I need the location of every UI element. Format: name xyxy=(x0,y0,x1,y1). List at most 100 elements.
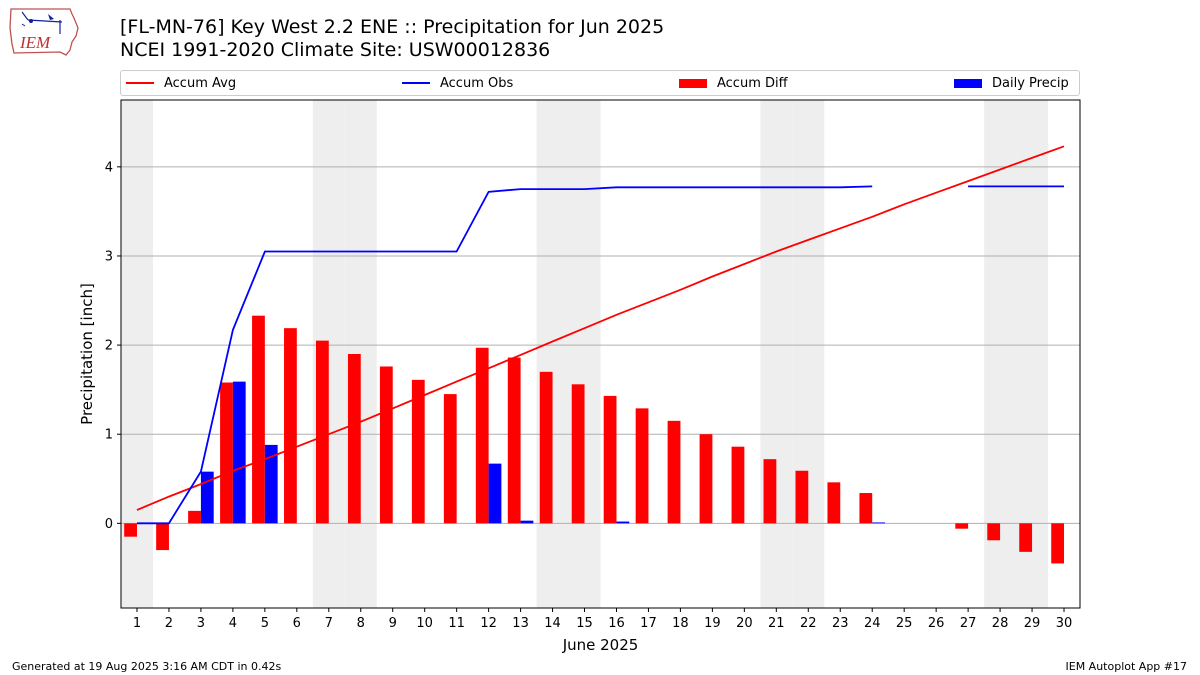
x-tick-label-14: 14 xyxy=(544,616,561,631)
weekend-shade-day-14 xyxy=(536,100,569,608)
logo-text: IEM xyxy=(19,33,51,52)
accum-diff-bar-day-3 xyxy=(188,510,201,524)
y-tick-label-2: 2 xyxy=(105,339,113,354)
legend-label-daily-precip: Daily Precip xyxy=(992,75,1069,91)
app-credit: IEM Autoplot App #17 xyxy=(1065,660,1188,673)
x-tick-label-10: 10 xyxy=(416,616,433,631)
accum-diff-bar-day-6 xyxy=(284,328,297,524)
daily-precip-bar-day-13 xyxy=(520,520,534,524)
legend-label-accum-obs: Accum Obs xyxy=(440,75,514,91)
accum-diff-bar-day-13 xyxy=(507,357,521,524)
accum-diff-bar-day-1 xyxy=(124,523,137,537)
legend-item-daily-precip: Daily Precip xyxy=(954,74,1069,92)
x-tick-label-30: 30 xyxy=(1056,616,1073,631)
x-tick-label-3: 3 xyxy=(197,616,205,631)
accum-diff-bar-day-7 xyxy=(315,340,329,524)
x-tick-label-21: 21 xyxy=(768,616,785,631)
x-tick-label-7: 7 xyxy=(325,616,333,631)
accum-diff-bar-day-18 xyxy=(667,420,681,524)
x-tick-label-29: 29 xyxy=(1024,616,1041,631)
x-tick-label-15: 15 xyxy=(576,616,593,631)
iowa-map-logo-icon: IEM xyxy=(9,8,79,56)
x-tick-label-27: 27 xyxy=(960,616,977,631)
legend-label-accum-avg: Accum Avg xyxy=(164,75,237,91)
weekend-shade-day-15 xyxy=(568,100,601,608)
chart-legend: Accum Avg Accum Obs Accum Diff Daily Pre… xyxy=(120,70,1080,96)
y-tick-label-3: 3 xyxy=(105,249,113,264)
accum-diff-bar-day-30 xyxy=(1051,523,1065,564)
accum-diff-bar-day-29 xyxy=(1019,523,1033,552)
bars xyxy=(124,315,1065,564)
x-tick-label-5: 5 xyxy=(261,616,269,631)
x-tick-label-19: 19 xyxy=(704,616,721,631)
accum-diff-bar-day-28 xyxy=(987,523,1001,541)
x-tick-label-23: 23 xyxy=(832,616,849,631)
accum-diff-bar-day-23 xyxy=(827,482,841,524)
daily-precip-bar-day-24 xyxy=(872,522,886,524)
x-tick-label-11: 11 xyxy=(448,616,465,631)
daily-precip-bar-day-16 xyxy=(616,521,630,524)
x-tick-label-12: 12 xyxy=(480,616,497,631)
iem-logo: IEM xyxy=(8,6,80,58)
x-tick-label-2: 2 xyxy=(165,616,173,631)
y-tick-label-0: 0 xyxy=(105,517,113,532)
x-tick-label-17: 17 xyxy=(640,616,657,631)
series-lines xyxy=(136,145,1065,525)
x-tick-label-6: 6 xyxy=(293,616,301,631)
y-axis-label: Precipitation [inch] xyxy=(78,283,96,425)
weekend-shade-day-21 xyxy=(760,100,793,608)
accum-diff-bar-day-22 xyxy=(795,470,809,524)
accum-diff-bar-day-8 xyxy=(347,354,361,524)
x-tick-label-13: 13 xyxy=(512,616,529,631)
weekend-shade-day-22 xyxy=(792,100,825,608)
accum-diff-bar-day-4 xyxy=(220,382,233,524)
gridlines xyxy=(121,166,1080,524)
x-tick-label-20: 20 xyxy=(736,616,753,631)
x-tick-label-24: 24 xyxy=(864,616,881,631)
plot-frame xyxy=(120,99,1081,609)
daily-precip-bar-day-4 xyxy=(232,381,246,524)
x-tick-label-4: 4 xyxy=(229,616,237,631)
accum-diff-bar-day-15 xyxy=(571,384,585,524)
accum-diff-bar-day-24 xyxy=(859,493,873,524)
x-tick-label-18: 18 xyxy=(672,616,689,631)
x-tick-label-26: 26 xyxy=(928,616,945,631)
accum-diff-bar-day-17 xyxy=(635,408,649,524)
x-tick-label-22: 22 xyxy=(800,616,817,631)
daily-precip-bar-day-12 xyxy=(488,463,502,524)
x-tick-label-9: 9 xyxy=(389,616,397,631)
accum-diff-bar-day-21 xyxy=(763,459,777,524)
daily-precip-bar-day-3 xyxy=(200,471,214,524)
legend-item-accum-diff: Accum Diff xyxy=(679,74,788,92)
accum-diff-bar-day-20 xyxy=(731,446,745,524)
accum-diff-bar-day-19 xyxy=(699,434,713,524)
x-tick-label-8: 8 xyxy=(357,616,365,631)
accum-diff-bar-day-12 xyxy=(475,347,489,524)
x-tick-label-25: 25 xyxy=(896,616,913,631)
accum-diff-bar-day-14 xyxy=(539,371,553,524)
x-tick-label-16: 16 xyxy=(608,616,625,631)
daily-precip-bar-day-5 xyxy=(264,444,278,524)
accum-diff-bar-day-5 xyxy=(252,315,265,524)
x-axis-label: June 2025 xyxy=(562,636,639,654)
legend-item-accum-obs: Accum Obs xyxy=(402,74,513,92)
legend-swatch-accum-diff xyxy=(679,78,707,88)
accum-obs-line-segment-1 xyxy=(137,185,873,525)
accum-avg-line-segment-1 xyxy=(136,145,1065,511)
legend-item-accum-avg: Accum Avg xyxy=(126,74,236,92)
chart-subtitle: NCEI 1991-2020 Climate Site: USW00012836 xyxy=(120,39,551,61)
accum-diff-bar-day-27 xyxy=(955,523,969,529)
accum-diff-bar-day-16 xyxy=(603,395,617,524)
legend-label-accum-diff: Accum Diff xyxy=(717,75,788,91)
accum-diff-bar-day-10 xyxy=(411,379,425,524)
legend-swatch-accum-obs xyxy=(402,82,430,84)
accum-diff-bar-day-9 xyxy=(379,366,393,524)
legend-swatch-accum-avg xyxy=(126,82,154,84)
y-tick-label-4: 4 xyxy=(105,160,113,175)
chart-title: [FL-MN-76] Key West 2.2 ENE :: Precipita… xyxy=(120,16,665,38)
x-tick-label-1: 1 xyxy=(133,616,141,631)
generated-timestamp: Generated at 19 Aug 2025 3:16 AM CDT in … xyxy=(12,660,282,673)
accum-diff-bar-day-2 xyxy=(156,523,169,551)
